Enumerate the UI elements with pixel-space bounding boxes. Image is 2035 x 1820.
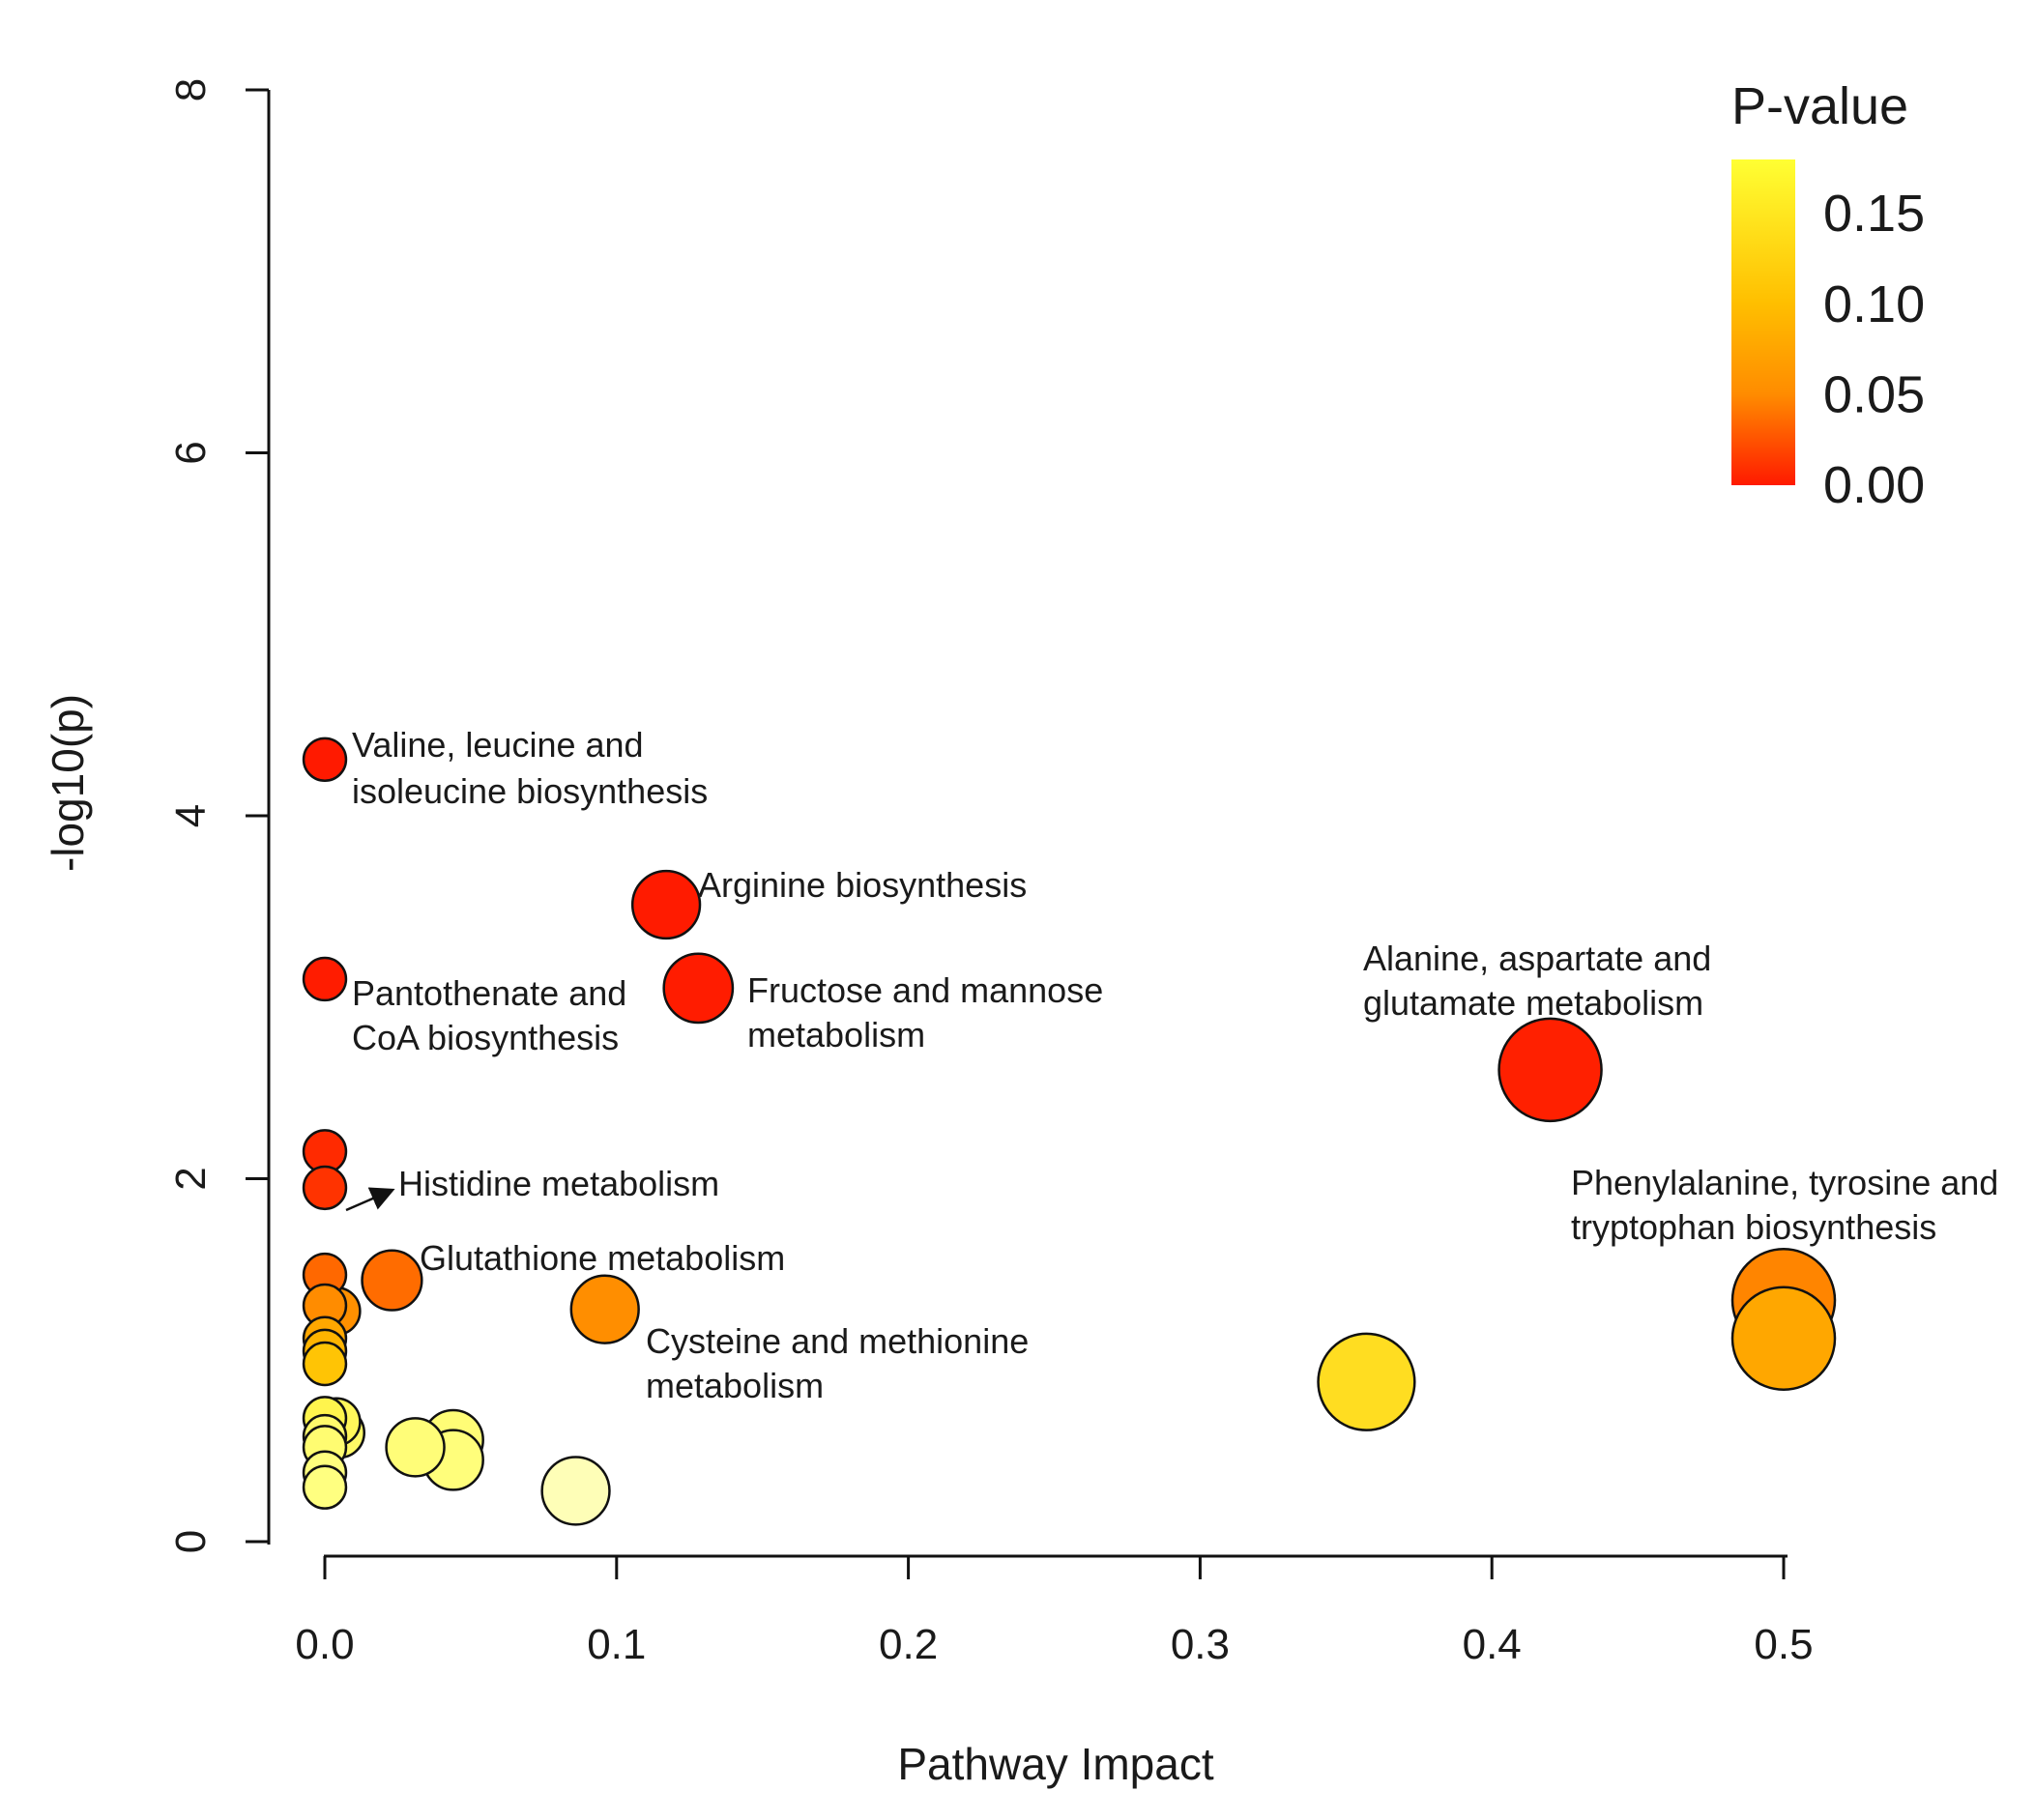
data-point	[385, 1417, 446, 1478]
data-points	[302, 737, 1837, 1526]
data-point	[630, 869, 702, 940]
x-ticks: 0.0 0.1 0.2 0.3 0.4 0.5	[295, 1556, 1814, 1668]
axes: 0 2 4 6 8 0.0 0.1 0.2 0.3 0.4 0.5	[167, 78, 1814, 1668]
p-value-legend: P-value 0.00 0.05 0.10 0.15	[1731, 77, 1925, 514]
label-alanine-line-2: glutamate metabolism	[1363, 983, 1703, 1023]
label-cysteine-line-1: Cysteine and methionine	[646, 1321, 1029, 1361]
legend-tick-label: 0.15	[1823, 185, 1925, 243]
y-tick-label: 4	[167, 804, 215, 827]
x-tick-label: 0.3	[1171, 1621, 1230, 1668]
legend-colorbar	[1731, 159, 1795, 485]
data-point	[540, 1456, 611, 1526]
y-tick-label: 2	[167, 1167, 215, 1190]
annotations: Valine, leucine and isoleucine biosynthe…	[345, 725, 2008, 1405]
y-tick-label: 0	[167, 1530, 215, 1553]
data-point	[302, 1165, 348, 1211]
x-tick-label: 0.2	[879, 1621, 938, 1668]
label-alanine: Alanine, aspartate and glutamate metabol…	[1363, 939, 1721, 1023]
label-fructose: Fructose and mannose metabolism	[747, 970, 1113, 1054]
label-pantothenate: Pantothenate and CoA biosynthesis	[352, 973, 636, 1057]
data-point	[662, 952, 735, 1025]
x-tick-label: 0.5	[1754, 1621, 1813, 1668]
x-tick-label: 0.0	[295, 1621, 354, 1668]
label-phenylalanine: Phenylalanine, tyrosine and tryptophan b…	[1571, 1163, 2008, 1247]
label-histidine: Histidine metabolism	[398, 1164, 719, 1203]
label-phenylalanine-line-2: tryptophan biosynthesis	[1571, 1207, 1936, 1247]
label-valine-line-2: isoleucine biosynthesis	[352, 771, 708, 811]
data-point	[302, 1464, 348, 1510]
data-point	[361, 1249, 423, 1312]
x-axis-title: Pathway Impact	[897, 1739, 1213, 1789]
label-valine: Valine, leucine and isoleucine biosynthe…	[352, 725, 708, 811]
label-cysteine: Cysteine and methionine metabolism	[646, 1321, 1038, 1405]
data-point	[569, 1274, 640, 1344]
x-tick-label: 0.1	[587, 1621, 646, 1668]
label-fructose-line-2: metabolism	[747, 1015, 925, 1054]
data-point	[1317, 1332, 1416, 1431]
data-point	[302, 1341, 348, 1387]
y-tick-label: 8	[167, 78, 215, 101]
y-ticks: 0 2 4 6 8	[167, 78, 269, 1553]
data-point	[1730, 1286, 1837, 1391]
legend-title: P-value	[1731, 77, 1908, 135]
label-pantothenate-line-2: CoA biosynthesis	[352, 1018, 619, 1057]
label-alanine-line-1: Alanine, aspartate and	[1363, 939, 1711, 978]
label-phenylalanine-line-1: Phenylalanine, tyrosine and	[1571, 1163, 1998, 1202]
data-point	[302, 956, 348, 1002]
label-glutathione: Glutathione metabolism	[420, 1238, 785, 1278]
legend-tick-label: 0.00	[1823, 456, 1925, 514]
y-axis-title: -log10(p)	[43, 694, 93, 872]
label-cysteine-line-2: metabolism	[646, 1366, 824, 1405]
legend-tick-label: 0.05	[1823, 365, 1925, 423]
legend-tick-label: 0.10	[1823, 275, 1925, 333]
data-point	[1497, 1017, 1603, 1123]
label-pantothenate-line-1: Pantothenate and	[352, 973, 626, 1013]
x-tick-label: 0.4	[1463, 1621, 1522, 1668]
label-arginine: Arginine biosynthesis	[698, 865, 1027, 905]
label-fructose-line-1: Fructose and mannose	[747, 970, 1103, 1010]
legend-ticks: 0.00 0.05 0.10 0.15	[1823, 185, 1925, 514]
data-point	[302, 737, 348, 782]
histidine-arrow	[345, 1187, 395, 1212]
label-valine-line-1: Valine, leucine and	[352, 725, 644, 765]
y-tick-label: 6	[167, 441, 215, 464]
